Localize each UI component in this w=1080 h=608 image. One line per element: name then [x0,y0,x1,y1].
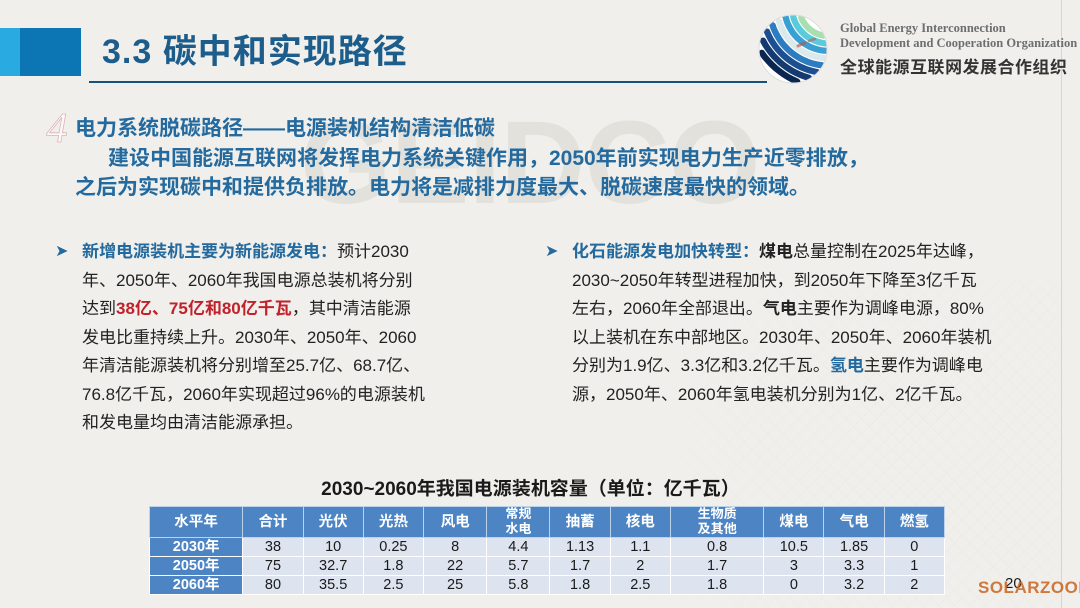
svg-text:4: 4 [47,106,68,150]
